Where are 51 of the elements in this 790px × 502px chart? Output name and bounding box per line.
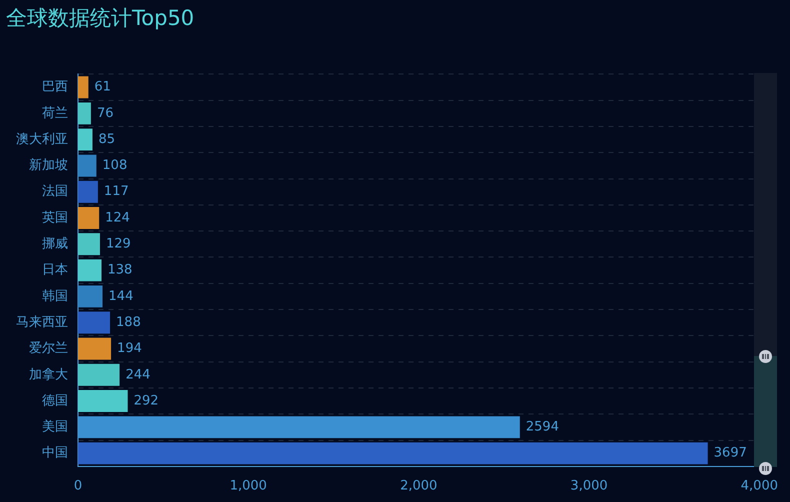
data-label: 124 (105, 210, 130, 226)
y-tick-label: 新加坡 (29, 158, 68, 174)
data-label: 244 (126, 367, 150, 382)
y-tick-label: 加拿大 (29, 367, 68, 382)
data-label: 129 (106, 236, 131, 252)
data-label: 144 (108, 288, 134, 304)
y-tick-label: 荷兰 (42, 106, 68, 121)
y-tick-label: 巴西 (42, 80, 68, 95)
bar (78, 102, 91, 124)
bar (78, 207, 100, 229)
y-tick-label: 美国 (42, 418, 68, 435)
y-tick-label: 英国 (42, 210, 68, 226)
bar (78, 76, 88, 98)
y-tick-label: 法国 (42, 184, 68, 200)
bar (78, 180, 98, 203)
y-tick-label: 韩国 (42, 288, 68, 304)
y-tick-label: 中国 (42, 446, 68, 461)
y-tick-label: 澳大利亚 (16, 132, 68, 147)
x-tick-label: 2,000 (400, 478, 438, 494)
bar (78, 285, 103, 308)
data-label: 292 (134, 393, 159, 408)
bar (78, 259, 102, 282)
bar (78, 128, 92, 151)
x-tick-label: 0 (74, 478, 82, 494)
y-tick-label: 马来西亚 (16, 314, 68, 330)
bar (78, 364, 120, 386)
bar (78, 390, 128, 412)
data-label: 2594 (526, 420, 559, 435)
bar (78, 233, 100, 256)
data-label: 188 (116, 314, 141, 330)
data-label: 117 (104, 184, 129, 200)
y-tick-label: 日本 (42, 262, 68, 278)
data-label: 61 (94, 80, 111, 95)
data-label: 108 (102, 158, 128, 174)
x-tick-label: 1,000 (230, 478, 267, 494)
chart-title: 全球数据统计Top50 (6, 6, 194, 30)
y-tick-label: 爱尔兰 (29, 341, 68, 356)
x-tick-label: 3,000 (570, 478, 608, 494)
bar (78, 312, 110, 334)
data-label: 85 (98, 132, 116, 147)
bar (78, 338, 112, 360)
bar (78, 442, 708, 464)
data-label: 76 (96, 106, 114, 121)
data-label: 3697 (714, 446, 747, 461)
data-label: 138 (108, 262, 132, 278)
y-tick-label: 德国 (42, 393, 68, 408)
bar (78, 416, 520, 438)
x-tick-label: 4,000 (740, 478, 778, 494)
y-tick-label: 挪威 (42, 236, 68, 252)
data-label: 194 (117, 341, 142, 356)
bar (78, 154, 96, 177)
